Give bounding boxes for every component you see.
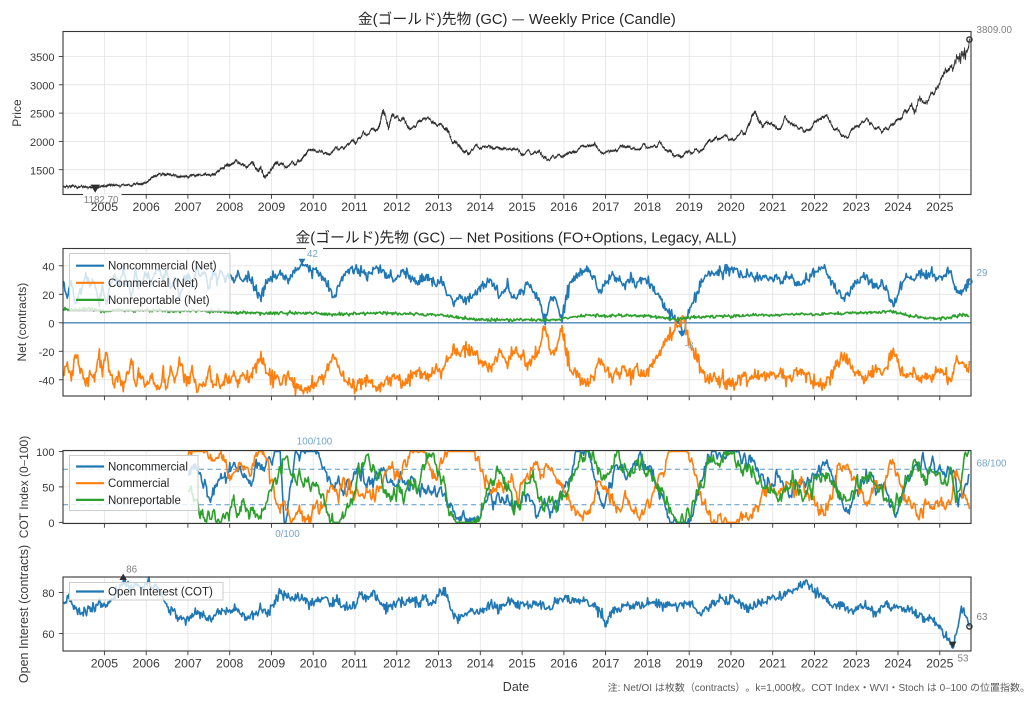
- svg-text:2023: 2023: [843, 200, 871, 214]
- svg-text:COT Index: COT Index: [811, 683, 859, 694]
- svg-text:2018: 2018: [634, 656, 662, 670]
- svg-text:2000: 2000: [30, 137, 54, 149]
- svg-text:-20: -20: [39, 347, 55, 359]
- svg-text:2007: 2007: [174, 656, 202, 670]
- svg-text:0: 0: [48, 518, 54, 530]
- svg-text:2022: 2022: [801, 200, 829, 214]
- svg-text:-8: -8: [685, 341, 694, 352]
- svg-text:Nonreportable: Nonreportable: [108, 495, 181, 507]
- svg-text:20: 20: [42, 290, 54, 302]
- svg-text:2009: 2009: [258, 200, 286, 214]
- svg-text:2500: 2500: [30, 109, 54, 121]
- svg-text:: Net/OI: : Net/OI: [618, 683, 652, 694]
- svg-text:2024: 2024: [884, 656, 912, 670]
- svg-text:100): 100): [17, 436, 31, 460]
- svg-text:68/100: 68/100: [977, 459, 1008, 470]
- svg-text:Commercial (Net): Commercial (Net): [108, 278, 198, 290]
- svg-text:2021: 2021: [759, 200, 787, 214]
- svg-text:Weekly Price (Candle): Weekly Price (Candle): [529, 12, 676, 28]
- svg-text:2017: 2017: [592, 200, 620, 214]
- svg-text:): ): [375, 231, 380, 247]
- svg-text:2020: 2020: [717, 200, 745, 214]
- svg-text:2013: 2013: [425, 200, 453, 214]
- svg-text:2014: 2014: [467, 656, 495, 670]
- svg-text:2012: 2012: [383, 656, 411, 670]
- svg-text:2006: 2006: [133, 200, 161, 214]
- svg-text:2017: 2017: [592, 656, 620, 670]
- svg-text:(GC): (GC): [413, 231, 445, 247]
- svg-text:2015: 2015: [508, 656, 536, 670]
- svg-text:2019: 2019: [676, 200, 704, 214]
- svg-text:2010: 2010: [300, 656, 328, 670]
- svg-text:2009: 2009: [258, 656, 286, 670]
- svg-text:k=1,000: k=1,000: [755, 683, 791, 694]
- svg-text:2013: 2013: [425, 656, 453, 670]
- svg-text:(: (: [373, 12, 378, 28]
- svg-text:2016: 2016: [550, 200, 578, 214]
- svg-text:Noncommercial (Net): Noncommercial (Net): [108, 261, 217, 273]
- svg-text:2010: 2010: [300, 200, 328, 214]
- svg-text:(: (: [310, 231, 315, 247]
- svg-text:Date: Date: [503, 680, 529, 694]
- svg-text:COT Index (0: COT Index (0: [17, 466, 31, 538]
- svg-text:Commercial: Commercial: [108, 478, 169, 490]
- svg-text:2006: 2006: [133, 656, 161, 670]
- svg-text:Nonreportable (Net): Nonreportable (Net): [108, 295, 210, 307]
- svg-text:2011: 2011: [341, 656, 368, 670]
- svg-text:2023: 2023: [843, 656, 871, 670]
- svg-text:29: 29: [977, 268, 988, 279]
- svg-text:100: 100: [36, 447, 54, 459]
- svg-text:2015: 2015: [508, 200, 536, 214]
- svg-text:2025: 2025: [926, 656, 954, 670]
- svg-text:Noncommercial: Noncommercial: [108, 462, 188, 474]
- svg-text:): ): [437, 12, 442, 28]
- svg-text:WVI: WVI: [870, 683, 889, 694]
- svg-text:2018: 2018: [634, 200, 662, 214]
- svg-text:Net (contracts): Net (contracts): [15, 283, 29, 362]
- svg-text:contracts: contracts: [695, 683, 736, 694]
- svg-text:2024: 2024: [884, 200, 912, 214]
- svg-text:2011: 2011: [341, 200, 368, 214]
- svg-text:2014: 2014: [467, 200, 495, 214]
- svg-text:2022: 2022: [801, 656, 829, 670]
- svg-text:53: 53: [958, 654, 969, 665]
- svg-text:2021: 2021: [759, 656, 787, 670]
- svg-text:50: 50: [42, 483, 54, 495]
- svg-text:3809.00: 3809.00: [977, 25, 1013, 36]
- svg-text:40: 40: [42, 261, 54, 273]
- svg-text:2012: 2012: [383, 200, 411, 214]
- svg-text:2005: 2005: [91, 656, 119, 670]
- svg-text:Open Interest (contracts): Open Interest (contracts): [17, 545, 31, 683]
- svg-text:0/100: 0/100: [275, 529, 300, 540]
- svg-text:100/100: 100/100: [297, 437, 333, 448]
- svg-text:Price: Price: [10, 99, 24, 127]
- svg-text:1500: 1500: [30, 165, 54, 177]
- svg-text:2025: 2025: [926, 200, 954, 214]
- svg-text:2019: 2019: [676, 656, 704, 670]
- svg-text:1182.70: 1182.70: [84, 195, 119, 206]
- svg-text:Stoch: Stoch: [899, 683, 925, 694]
- svg-text:2005: 2005: [91, 200, 119, 214]
- svg-text:80: 80: [42, 588, 54, 600]
- svg-text:100: 100: [951, 683, 968, 694]
- svg-text:2007: 2007: [174, 200, 202, 214]
- svg-text:2008: 2008: [216, 200, 244, 214]
- svg-text:3500: 3500: [30, 52, 54, 64]
- svg-text:42: 42: [307, 249, 318, 260]
- svg-text:60: 60: [42, 629, 54, 641]
- svg-text:2008: 2008: [216, 656, 244, 670]
- svg-text:3000: 3000: [30, 80, 54, 92]
- svg-text:0: 0: [940, 683, 946, 694]
- svg-text:2016: 2016: [550, 656, 578, 670]
- svg-text:63: 63: [977, 612, 988, 623]
- svg-text:2020: 2020: [717, 656, 745, 670]
- svg-text:0: 0: [48, 318, 54, 330]
- svg-text:Open Interest (COT): Open Interest (COT): [108, 587, 213, 599]
- svg-text:-40: -40: [39, 375, 55, 387]
- svg-text:Net Positions (FO+Options, Leg: Net Positions (FO+Options, Legacy, ALL): [467, 231, 737, 247]
- svg-text:(GC): (GC): [475, 12, 507, 28]
- svg-text:86: 86: [126, 565, 137, 576]
